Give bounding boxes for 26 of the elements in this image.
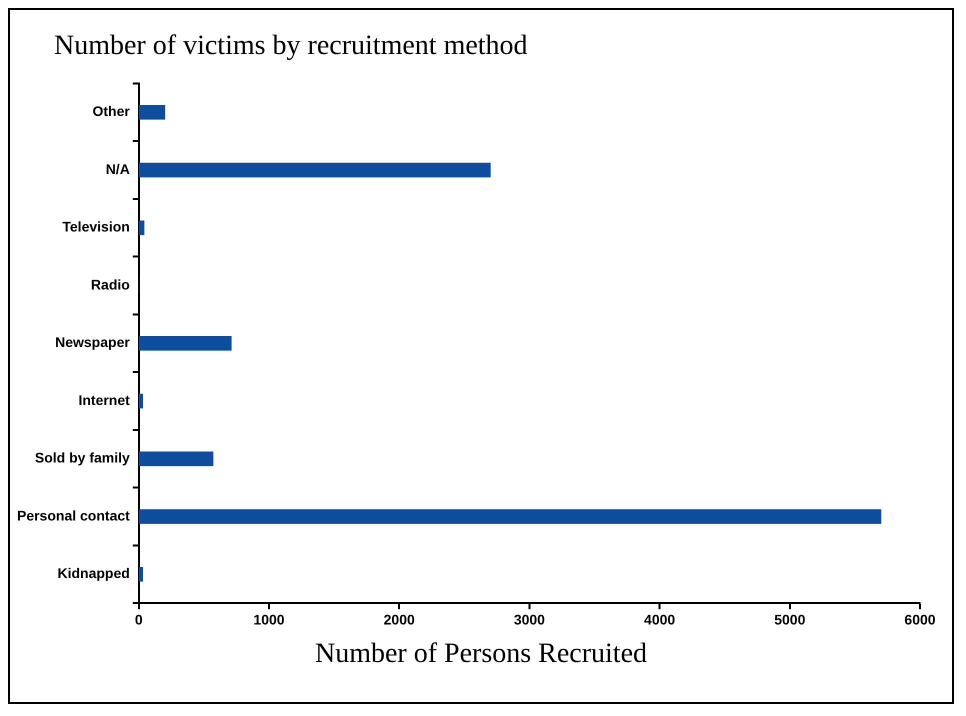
bar: [138, 394, 144, 408]
y-tick-label: Sold by family: [34, 450, 130, 466]
chart-title: Number of victims by recruitment method: [54, 30, 528, 62]
y-tick-label: Personal contact: [16, 507, 130, 524]
bar: [138, 104, 166, 120]
x-tick-label: 4000: [644, 611, 676, 628]
x-tick-label: 5000: [774, 611, 806, 628]
x-tick-label: 3000: [514, 611, 546, 628]
y-tick-label: Radio: [90, 276, 130, 292]
x-axis-title: Number of Persons Recruited: [314, 638, 648, 670]
y-tick-label: Kidnapped: [57, 565, 130, 582]
bar: [138, 336, 232, 351]
y-tick-label: N/A: [106, 160, 130, 177]
bar: [138, 451, 214, 466]
y-tick-label: Other: [92, 103, 130, 120]
x-tick-label: 0: [134, 611, 143, 628]
bar: [138, 509, 882, 524]
x-tick-label: 6000: [904, 611, 936, 628]
y-tick-label: Television: [62, 218, 130, 235]
bar: [138, 162, 491, 178]
y-tick-label: Newspaper: [55, 334, 130, 350]
bar: [138, 220, 144, 236]
bar: [138, 566, 144, 582]
x-tick-label: 2000: [384, 611, 415, 628]
y-tick-label: Internet: [78, 392, 130, 408]
x-tick-label: 1000: [253, 611, 285, 628]
